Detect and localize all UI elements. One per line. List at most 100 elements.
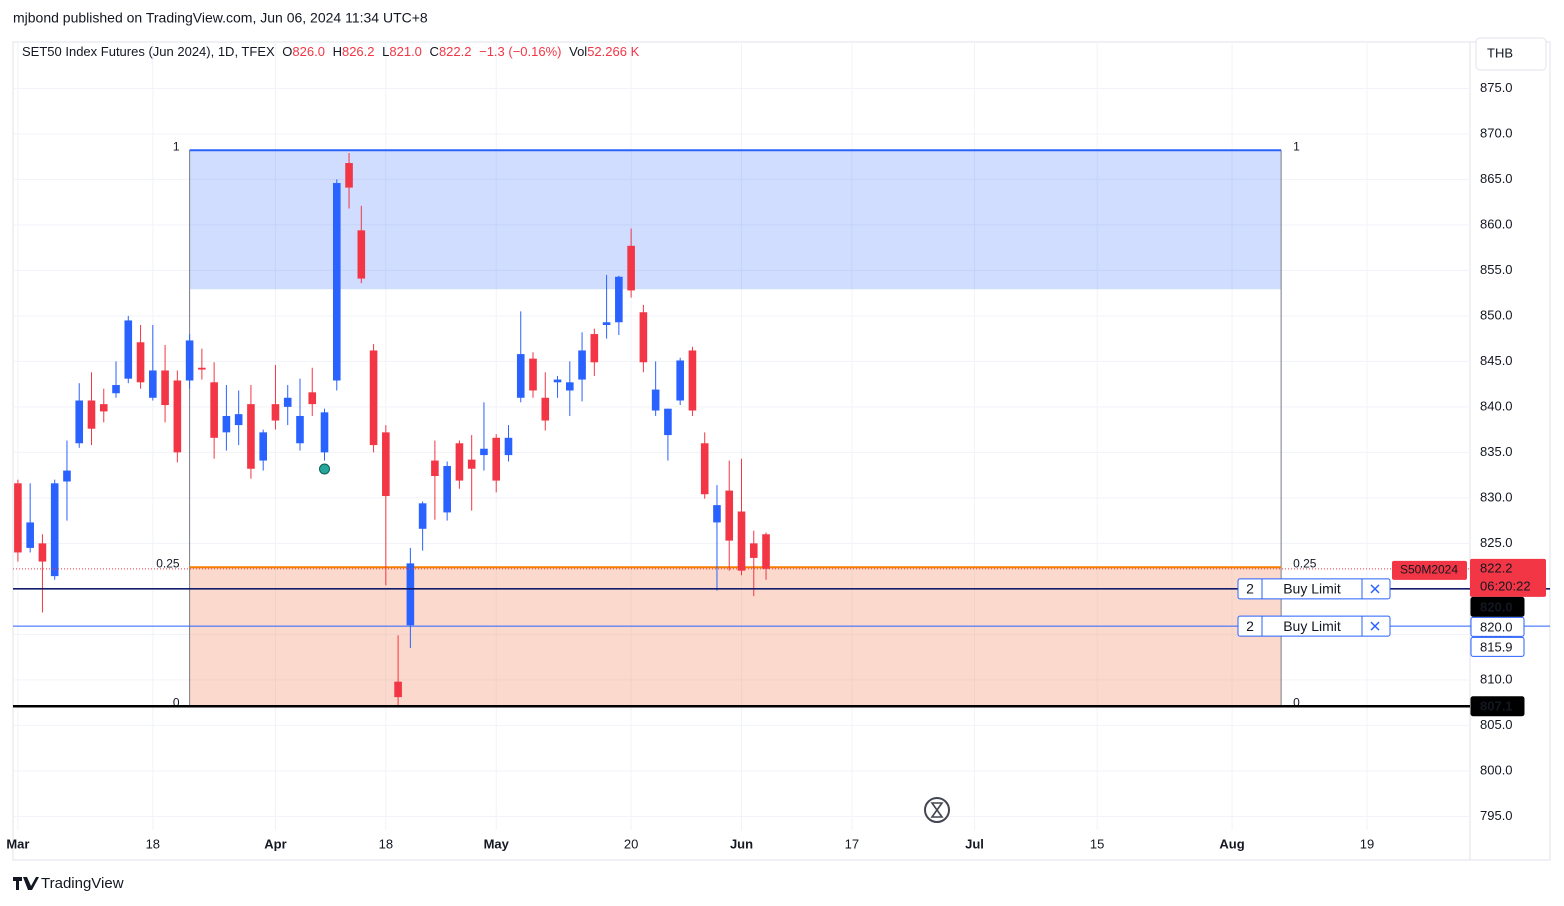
candle-body <box>664 408 672 436</box>
legend-volume: 52.266 K <box>587 44 639 59</box>
candle-body <box>443 466 451 513</box>
candle-body <box>467 459 476 469</box>
y-tick-label: 875.0 <box>1480 80 1513 95</box>
candle-body <box>259 432 267 461</box>
order-close-icon[interactable] <box>1370 584 1380 594</box>
y-tick-label: 860.0 <box>1480 216 1513 231</box>
candle-body <box>99 404 108 412</box>
candle-body <box>627 245 635 291</box>
order-quantity: 2 <box>1246 581 1254 597</box>
candle-body <box>516 354 525 398</box>
candle-body <box>394 681 402 698</box>
last-price-label: 822.2 <box>1480 560 1513 575</box>
order-close-icon[interactable] <box>1370 621 1380 631</box>
candle-body <box>762 534 770 569</box>
candle-body <box>455 443 464 481</box>
y-tick-label: 800.0 <box>1480 762 1513 777</box>
candle-body <box>271 404 280 421</box>
fib-level-label: 0.25 <box>1293 556 1317 570</box>
candle-body <box>63 470 71 482</box>
last-price-tag <box>1470 558 1546 597</box>
legend-title: SET50 Index Futures (Jun 2024), 1D, TFEX <box>22 44 275 59</box>
chart-frame <box>12 41 1551 861</box>
order-tag[interactable] <box>1237 615 1391 637</box>
x-tick-label: Mar <box>6 836 29 851</box>
order-label[interactable]: Buy Limit <box>1283 618 1341 634</box>
y-tick-label: 830.0 <box>1480 489 1513 504</box>
legend-c: C <box>430 44 439 59</box>
publisher-header: mjbond published on TradingView.com, Jun… <box>13 10 428 26</box>
candle-body <box>320 412 329 453</box>
legend-o: O <box>282 44 292 59</box>
price-tag-label: 815.9 <box>1480 639 1513 654</box>
candle-body <box>529 358 537 391</box>
price-tag <box>1470 616 1525 637</box>
price-tag-label: 820.0 <box>1480 599 1513 614</box>
candle-body <box>332 183 341 381</box>
order-label[interactable]: Buy Limit <box>1283 581 1341 597</box>
symbol-label: S50M2024 <box>1400 563 1458 577</box>
candle-body <box>222 415 231 433</box>
candle-body <box>700 443 709 495</box>
x-tick-label: Aug <box>1219 836 1244 851</box>
candle-body <box>578 350 586 380</box>
candle-body <box>406 563 415 626</box>
x-tick-label: 18 <box>379 836 393 851</box>
fib-level-label: 1 <box>173 139 180 153</box>
legend-open: 826.0 <box>292 44 325 59</box>
candle-body <box>247 404 255 469</box>
x-tick-label: 18 <box>146 836 160 851</box>
legend: SET50 Index Futures (Jun 2024), 1D, TFEX… <box>22 44 640 59</box>
legend-l: L <box>382 44 389 59</box>
y-tick-label: 835.0 <box>1480 444 1513 459</box>
candle-body <box>161 370 169 406</box>
candle-body <box>431 460 439 477</box>
candle-body <box>38 543 47 562</box>
x-tick-label: Apr <box>264 836 286 851</box>
price-tag <box>1470 636 1525 657</box>
order-tag[interactable] <box>1237 578 1391 600</box>
candle-body <box>185 340 194 381</box>
candle-body <box>504 437 513 456</box>
event-marker <box>319 463 331 475</box>
x-tick-label: Jul <box>965 836 984 851</box>
currency[interactable]: THB <box>1487 45 1513 60</box>
fib-level-label: 0.25 <box>156 556 180 570</box>
candle-body <box>418 503 427 529</box>
candle-body <box>615 276 623 323</box>
candle-body <box>173 380 182 453</box>
x-tick-label: May <box>484 836 510 851</box>
candle-body <box>382 432 390 497</box>
candle-body <box>124 320 133 379</box>
candle-body <box>737 511 746 571</box>
y-tick-label: 865.0 <box>1480 171 1513 186</box>
hourglass-icon[interactable] <box>930 802 944 818</box>
candle-body <box>602 322 611 325</box>
fib-level-label: 1 <box>1293 139 1300 153</box>
candle-body <box>112 385 120 394</box>
legend-change: −1.3 (−0.16%) <box>479 44 561 59</box>
fib-level-label: 0 <box>173 695 180 709</box>
legend-low: 821.0 <box>389 44 422 59</box>
y-tick-label: 870.0 <box>1480 125 1513 140</box>
x-tick-label: 20 <box>624 836 638 851</box>
price-tag <box>1470 596 1525 617</box>
price-tag-label: 820.0 <box>1480 619 1513 634</box>
legend-high: 826.2 <box>342 44 375 59</box>
candle-body <box>651 389 660 411</box>
logo <box>13 877 39 890</box>
y-tick-label: 840.0 <box>1480 398 1513 413</box>
candle-body <box>345 163 353 188</box>
candle-body <box>688 350 697 411</box>
currency-button[interactable] <box>1475 37 1547 71</box>
y-tick-label: 825.0 <box>1480 535 1513 550</box>
candle-body <box>369 350 378 446</box>
candle-body <box>725 490 734 541</box>
symbol-tag <box>1392 560 1467 580</box>
candle-body <box>541 397 550 421</box>
candle-body <box>749 543 758 558</box>
candle-body <box>590 334 599 363</box>
candle-body <box>136 342 145 383</box>
hourglass-button[interactable] <box>924 797 950 823</box>
y-tick-label: 845.0 <box>1480 353 1513 368</box>
